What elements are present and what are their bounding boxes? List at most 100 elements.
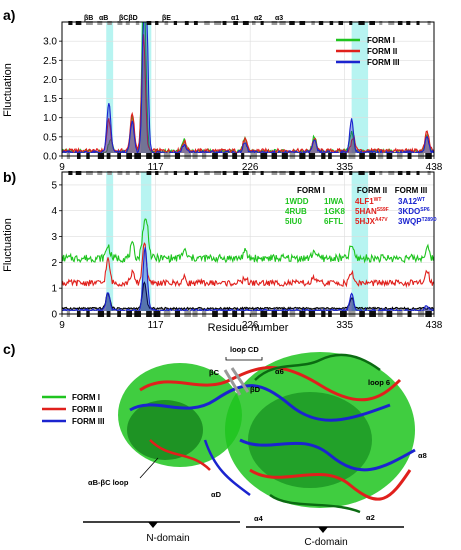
y-tick-label: 0.0 [43, 152, 57, 163]
ss-segment-top [397, 21, 403, 25]
ss-segment-top [193, 171, 198, 175]
legend-b-entry: 6FTL [324, 217, 343, 226]
legend-b-entry: 1WDD [285, 197, 309, 206]
y-tick-label: 3.0 [43, 37, 57, 48]
ss-segment-top [86, 21, 93, 25]
annotation-a6: α6 [275, 367, 284, 376]
y-tick-label: 0 [51, 310, 57, 321]
annotation-loop-cd: loop CD [230, 345, 259, 354]
ss-segment-top [388, 21, 395, 25]
y-ticks-b: 0 1 2 3 4 5 [51, 180, 62, 321]
ss-segment-top [271, 21, 278, 25]
ss-label-bCbD: βCβD [119, 15, 138, 22]
ss-segment-top [311, 21, 315, 25]
ss-segment-top [427, 171, 431, 175]
legend-b-entry: 3WQPT289D [398, 217, 437, 226]
ab-bc-loop-pointer [139, 457, 159, 479]
legend-b-entry: 5IU0 [285, 217, 302, 226]
ss-segment-top [125, 171, 130, 175]
ss-segment-top [416, 21, 420, 25]
ss-segment-top [318, 171, 324, 175]
ss-segment-top [117, 171, 123, 175]
ss-segment-top [388, 171, 395, 175]
chart-panel-b: Fluctuation Residue number 0 1 2 3 4 5 9 117 22… [2, 171, 443, 334]
series-b [61, 218, 435, 314]
grey-strands [223, 367, 250, 396]
ss-segment-top [358, 171, 365, 175]
x-tick-label: 226 [242, 320, 259, 331]
y-tick-label: 2.5 [43, 56, 57, 67]
plot-frame-a [61, 21, 435, 157]
red-ribbon-2 [249, 468, 412, 501]
highlight-band [106, 22, 114, 156]
y-tick-label: 2 [51, 258, 57, 269]
ss-segment-top [204, 171, 210, 175]
legend-c-label-form1: FORM I [72, 393, 100, 402]
annotation-bd: βD [250, 385, 261, 394]
ss-segment-top [97, 21, 103, 25]
ss-segment-top [233, 21, 238, 25]
ss-segment-top [260, 21, 264, 25]
ss-segment-top [279, 21, 286, 25]
protein-structure-image [118, 352, 416, 514]
panel-b-label: b) [3, 169, 16, 185]
ss-segment-top [369, 21, 375, 25]
legend-c-label-form2: FORM II [72, 405, 102, 414]
x-ticks-a: 9 117 226 335 438 [59, 156, 443, 173]
legend-b-header-form1: FORM I [297, 186, 325, 195]
series-a [61, 21, 435, 156]
legend-b-entry-superscript: A47V [375, 217, 388, 223]
panel-a-label: a) [3, 7, 15, 23]
ss-segment-top [338, 171, 344, 175]
annotation-a8: α8 [418, 451, 427, 460]
ss-segment-top [86, 171, 93, 175]
n-domain-marker [148, 522, 158, 528]
y-tick-label: 1.0 [43, 113, 57, 124]
x-tick-label: 117 [148, 320, 164, 331]
ss-segment-top [329, 171, 334, 175]
annotation-ab-bc-loop: αB-βC loop [88, 478, 129, 487]
legend-b-entry-superscript: T289D [422, 217, 437, 223]
ss-segment-top [349, 171, 353, 175]
ss-segment-top [406, 21, 411, 25]
x-tick-label: 9 [59, 320, 65, 331]
ss-segment-top [135, 171, 140, 175]
green-ribbon-1 [254, 353, 381, 381]
legend-b-entry: 4LF1WT [355, 197, 381, 206]
ss-segment-top [369, 171, 375, 175]
ss-segment-top [173, 21, 178, 25]
highlight-band [351, 172, 369, 314]
highlight-regions-b [106, 172, 369, 314]
ss-segment-top [184, 21, 189, 25]
highlight-band [140, 172, 152, 314]
annotation-loop6: loop 6 [368, 378, 390, 387]
ss-segment-top [164, 21, 169, 25]
ss-label-aB: αB [99, 15, 108, 22]
legend-b-header-form2: FORM II [357, 186, 387, 195]
ss-segment-top [164, 171, 169, 175]
ss-segment-top [173, 171, 178, 175]
ss-segment-top [271, 171, 278, 175]
ss-segment-top [214, 171, 222, 175]
y-axis-label-b: Fluctuation [2, 218, 14, 272]
legend-c-label-form3: FORM III [72, 417, 104, 426]
plot-frame-b [61, 171, 435, 315]
blue-ribbon-2 [239, 438, 416, 472]
ss-segment-top [299, 171, 306, 175]
legend-b-header-form3: FORM III [395, 186, 427, 195]
legend-b-entry-superscript: S59F [377, 207, 389, 213]
x-tick-label: 117 [148, 162, 164, 173]
ss-segment-top [233, 171, 238, 175]
ss-segment-top [279, 171, 286, 175]
loop-cd-bracket [225, 357, 263, 361]
annotation-a2: α2 [366, 513, 375, 522]
legend-b-entry: 5HJXA47V [355, 217, 388, 226]
legend-b-entry-superscript: SP6 [420, 207, 430, 213]
ss-segment-top [260, 171, 264, 175]
ss-segment-top [252, 21, 256, 25]
ss-segment-top [299, 21, 306, 25]
c-domain-label: C-domain [304, 537, 347, 548]
ss-segment-top [204, 21, 210, 25]
